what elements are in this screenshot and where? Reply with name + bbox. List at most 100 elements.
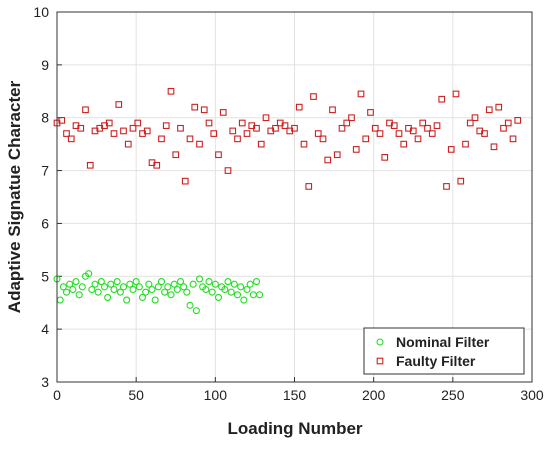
point (362, 135, 370, 143)
point (509, 135, 517, 143)
point (310, 93, 317, 100)
x-axis-label: Loading Number (227, 419, 362, 438)
point (291, 124, 298, 132)
point (151, 296, 159, 304)
point (428, 130, 436, 137)
point (123, 296, 131, 304)
point (145, 280, 153, 288)
point (333, 151, 341, 159)
point (126, 280, 134, 288)
point (348, 114, 355, 122)
y-axis-label: Adaptive Signatue Character (5, 80, 24, 313)
point (202, 285, 210, 294)
point (153, 161, 161, 169)
point (164, 283, 172, 291)
point (272, 124, 279, 132)
point (135, 283, 143, 291)
y-tick-label: 9 (41, 57, 49, 73)
point (300, 140, 308, 148)
point (419, 119, 427, 127)
point (504, 119, 512, 127)
point (158, 135, 165, 143)
point (214, 293, 223, 301)
point (191, 103, 199, 111)
point (208, 288, 216, 296)
point (210, 130, 218, 137)
point (357, 90, 365, 98)
point (252, 278, 261, 286)
point (338, 124, 346, 132)
point (253, 124, 260, 132)
point (314, 130, 322, 137)
point (438, 95, 446, 103)
point (134, 119, 142, 127)
point (75, 291, 83, 299)
point (78, 283, 86, 291)
point (186, 135, 194, 143)
point (371, 124, 379, 132)
point (243, 285, 251, 294)
y-tick-label: 5 (41, 268, 49, 284)
point (180, 283, 188, 291)
point (72, 278, 80, 286)
point (82, 106, 89, 114)
point (162, 122, 170, 129)
point (224, 278, 232, 286)
point (132, 278, 140, 286)
point (113, 278, 121, 286)
y-tick-label: 10 (33, 4, 49, 20)
point (246, 280, 254, 288)
point (234, 135, 241, 143)
point (119, 283, 128, 291)
point (94, 288, 102, 296)
point (211, 280, 219, 288)
x-tick-label: 100 (204, 387, 228, 403)
point (104, 293, 112, 301)
y-tick-label: 6 (41, 215, 49, 231)
point (66, 280, 74, 288)
point (466, 119, 474, 127)
point (233, 291, 242, 299)
point (490, 143, 498, 151)
y-tick-label: 7 (41, 163, 49, 179)
point (485, 106, 493, 114)
point (157, 278, 166, 286)
point (154, 283, 162, 291)
point (138, 293, 147, 301)
point (97, 278, 105, 286)
point (481, 130, 488, 137)
point (409, 127, 417, 135)
point (143, 127, 151, 135)
point (495, 103, 503, 111)
point (116, 288, 124, 296)
point (221, 285, 229, 294)
point (176, 278, 185, 286)
point (257, 140, 265, 148)
legend-label: Nominal Filter (396, 334, 490, 350)
point (192, 307, 200, 315)
point (129, 285, 137, 294)
point (173, 285, 181, 294)
point (305, 183, 313, 190)
point (62, 288, 71, 296)
point (177, 124, 184, 132)
point (433, 122, 441, 129)
point (183, 288, 191, 296)
point (100, 283, 109, 291)
point (86, 161, 94, 169)
point (172, 151, 180, 159)
point (167, 291, 175, 299)
point (295, 103, 303, 111)
point (447, 146, 455, 153)
point (243, 130, 251, 137)
point (390, 122, 398, 129)
point (196, 140, 203, 148)
point (110, 285, 118, 294)
x-tick-label: 200 (362, 387, 386, 403)
point (262, 114, 270, 122)
point (205, 278, 213, 286)
point (329, 106, 336, 114)
point (200, 106, 208, 114)
point (352, 146, 360, 153)
